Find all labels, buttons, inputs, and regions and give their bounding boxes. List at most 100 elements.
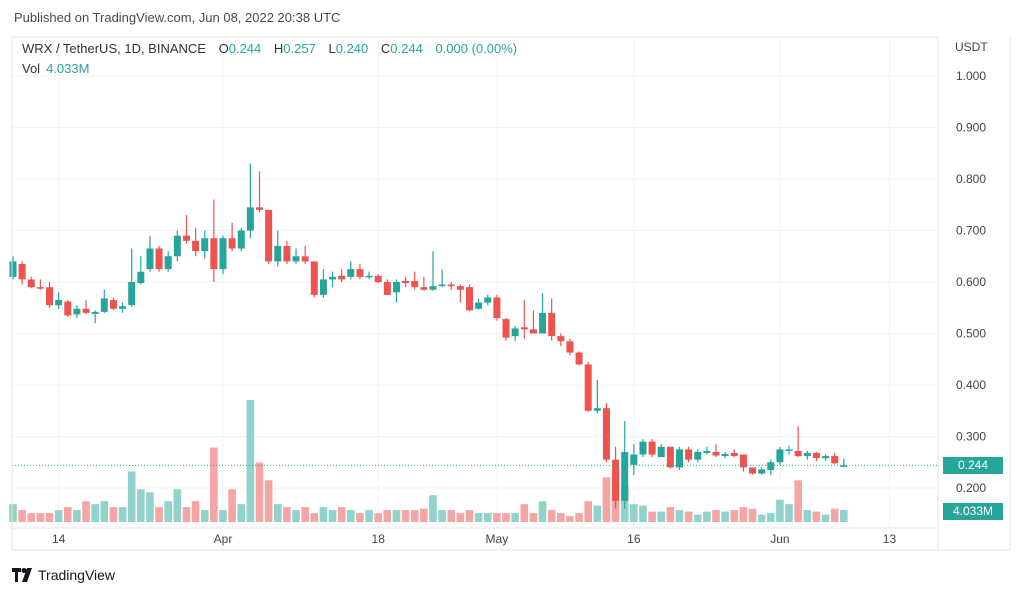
candle-body bbox=[721, 454, 729, 457]
volume-bar bbox=[210, 447, 218, 522]
close-value: 0.244 bbox=[390, 41, 423, 56]
symbol-title[interactable]: WRX / TetherUS, 1D, BINANCE bbox=[22, 41, 206, 56]
volume-bar bbox=[63, 507, 72, 522]
candle-body bbox=[666, 446, 674, 468]
candle bbox=[703, 446, 711, 455]
candle bbox=[566, 338, 574, 356]
volume-bar bbox=[337, 507, 346, 522]
candle-body bbox=[246, 207, 254, 231]
candle bbox=[438, 269, 446, 288]
candle-body bbox=[91, 311, 99, 314]
candle bbox=[831, 452, 839, 465]
candle-body bbox=[456, 286, 464, 290]
low-value: 0.240 bbox=[335, 41, 369, 56]
candle-body bbox=[803, 452, 811, 457]
candle-body bbox=[36, 287, 44, 289]
price-unit: USDT bbox=[955, 40, 988, 54]
candle-body bbox=[694, 451, 702, 460]
candle bbox=[210, 199, 218, 282]
volume-bar bbox=[9, 504, 17, 522]
candle-body bbox=[292, 256, 300, 262]
candle-body bbox=[228, 238, 236, 249]
candle-body bbox=[630, 454, 638, 465]
volume-bar bbox=[648, 511, 656, 522]
volume-bar bbox=[776, 499, 784, 522]
volume-bar bbox=[328, 510, 337, 522]
volume-bar bbox=[766, 513, 775, 522]
candle bbox=[319, 269, 327, 298]
candle bbox=[182, 215, 190, 244]
candle bbox=[794, 426, 802, 458]
volume-bar bbox=[830, 508, 839, 522]
candle bbox=[429, 251, 437, 291]
candle bbox=[91, 310, 99, 324]
price-tick-label: 0.200 bbox=[956, 481, 986, 495]
volume-bar bbox=[164, 501, 173, 522]
candle bbox=[128, 248, 136, 307]
time-tick-label: 18 bbox=[372, 532, 386, 546]
candle bbox=[484, 294, 492, 306]
volume-bar bbox=[703, 511, 711, 522]
candle bbox=[27, 276, 35, 289]
candle-body bbox=[137, 271, 145, 284]
volume-bar bbox=[54, 510, 63, 522]
candle-body bbox=[9, 261, 17, 277]
volume-bar bbox=[684, 511, 693, 522]
volume-bar bbox=[155, 507, 163, 522]
volume-bar bbox=[456, 513, 465, 522]
candle-body bbox=[657, 446, 665, 458]
volume-bar bbox=[36, 513, 45, 522]
volume-bar bbox=[502, 513, 510, 522]
candle-body bbox=[64, 301, 72, 316]
candle bbox=[648, 439, 656, 458]
candle bbox=[730, 449, 738, 458]
volume-bar bbox=[246, 400, 255, 522]
volume-bar bbox=[420, 508, 428, 522]
candle bbox=[164, 251, 172, 272]
candle bbox=[347, 261, 355, 280]
candle-body bbox=[502, 319, 510, 338]
volume-value: 4.033M bbox=[46, 61, 90, 76]
candle-body bbox=[182, 235, 190, 241]
volume-bar bbox=[283, 507, 291, 522]
candle bbox=[475, 298, 483, 310]
candle-body bbox=[420, 287, 428, 290]
volume-bar bbox=[228, 489, 236, 522]
price-tick-label: 0.800 bbox=[956, 172, 986, 186]
volume-bar bbox=[146, 492, 154, 522]
volume-bar bbox=[529, 513, 538, 522]
candle bbox=[630, 444, 638, 476]
candle-body bbox=[639, 441, 647, 455]
price-tick-label: 0.900 bbox=[956, 121, 986, 135]
candle-body bbox=[128, 282, 136, 306]
candle-body bbox=[365, 275, 373, 278]
tradingview-logo[interactable]: TradingView bbox=[12, 567, 115, 583]
candle-body bbox=[593, 408, 601, 411]
candle-body bbox=[310, 261, 318, 295]
volume-bar bbox=[803, 510, 812, 522]
candle bbox=[392, 279, 400, 303]
price-tick-label: 0.700 bbox=[956, 224, 986, 238]
candle-body bbox=[27, 279, 35, 288]
candle bbox=[812, 451, 820, 462]
candle-body bbox=[511, 328, 519, 337]
candle bbox=[785, 445, 793, 455]
volume-bar bbox=[602, 477, 611, 522]
volume-bar bbox=[593, 505, 602, 522]
candle bbox=[46, 282, 54, 308]
volume-bar bbox=[721, 511, 729, 522]
candle-body bbox=[55, 300, 63, 306]
candle-body bbox=[210, 238, 218, 270]
candle bbox=[712, 444, 720, 458]
candle-body bbox=[329, 276, 337, 280]
candle bbox=[502, 318, 510, 341]
candle bbox=[402, 276, 410, 288]
candle-body bbox=[109, 300, 117, 309]
candle-body bbox=[100, 298, 108, 312]
candle-body bbox=[402, 280, 410, 284]
candle-body bbox=[812, 452, 820, 459]
volume-legend: Vol 4.033M bbox=[22, 61, 90, 76]
volume-bar bbox=[739, 507, 748, 522]
candle bbox=[146, 235, 154, 272]
